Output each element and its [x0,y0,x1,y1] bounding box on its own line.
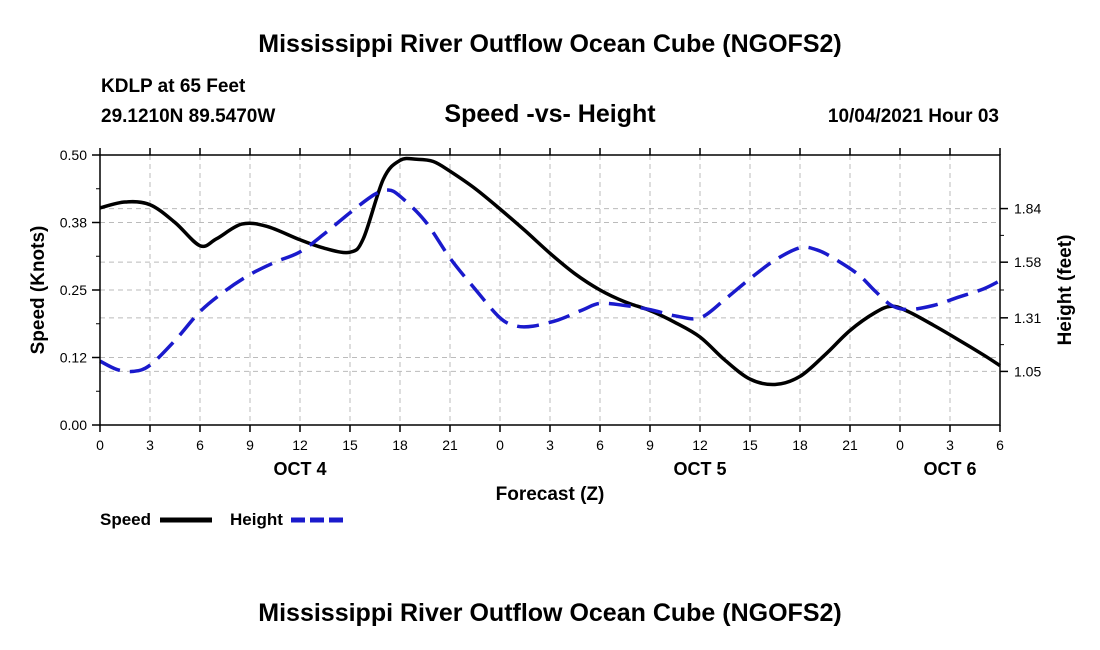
y-tick-label: 0.25 [60,282,87,298]
x-tick-label: 15 [742,437,758,453]
speed-series-line [99,156,1001,387]
x-tick-label: 18 [392,437,408,453]
y2-tick-label: 1.58 [1014,254,1041,270]
x-tick-label: 6 [196,437,204,453]
x-tick-label: 21 [442,437,458,453]
x-tick-label: 12 [692,437,708,453]
day-label: OCT 4 [273,459,326,479]
grid [100,155,1000,425]
x-axis-title: Forecast (Z) [496,484,605,505]
y-axis-title: Speed (Knots) [28,226,49,355]
axes: 0 3 6 9 12 15 18 21 0 3 6 9 12 15 18 21 0 3 6 OCT 4 OCT 5 OCT… [28,147,1076,505]
x-tick-label: 12 [292,437,308,453]
legend: Speed Height [100,510,343,529]
x-tick-label: 15 [342,437,358,453]
y-tick-label: 0.38 [60,215,87,231]
series [99,156,1001,387]
y2-tick-label: 1.05 [1014,363,1041,379]
x-tick-label: 6 [996,437,1004,453]
y-tick-label: 0.50 [60,147,87,163]
x-tick-label: 9 [646,437,654,453]
x-tick-label: 0 [96,437,104,453]
legend-speed-label: Speed [100,510,151,529]
chart-subtitle: Speed -vs- Height [444,100,656,128]
x-tick-label: 3 [946,437,954,453]
y2-tick-label: 1.31 [1014,310,1041,326]
x-tick-label: 21 [842,437,858,453]
x-tick-label: 18 [792,437,808,453]
x-tick-label: 6 [596,437,604,453]
footer-title: Mississippi River Outflow Ocean Cube (NG… [258,599,842,627]
day-label: OCT 5 [673,459,726,479]
station-label: KDLP at 65 Feet [101,76,246,97]
y-tick-label: 0.12 [60,350,87,366]
x-tick-label: 9 [246,437,254,453]
coordinates-label: 29.1210N 89.5470W [101,106,276,127]
y-tick-label: 0.00 [60,417,87,433]
chart-title: Mississippi River Outflow Ocean Cube (NG… [258,30,842,58]
datetime-label: 10/04/2021 Hour 03 [827,106,999,127]
legend-height-label: Height [230,510,283,529]
x-tick-label: 3 [546,437,554,453]
y2-axis-title: Height (feet) [1055,235,1076,346]
x-tick-label: 0 [496,437,504,453]
day-label: OCT 6 [923,459,976,479]
x-tick-label: 3 [146,437,154,453]
y2-tick-label: 1.84 [1014,201,1041,217]
x-tick-label: 0 [896,437,904,453]
